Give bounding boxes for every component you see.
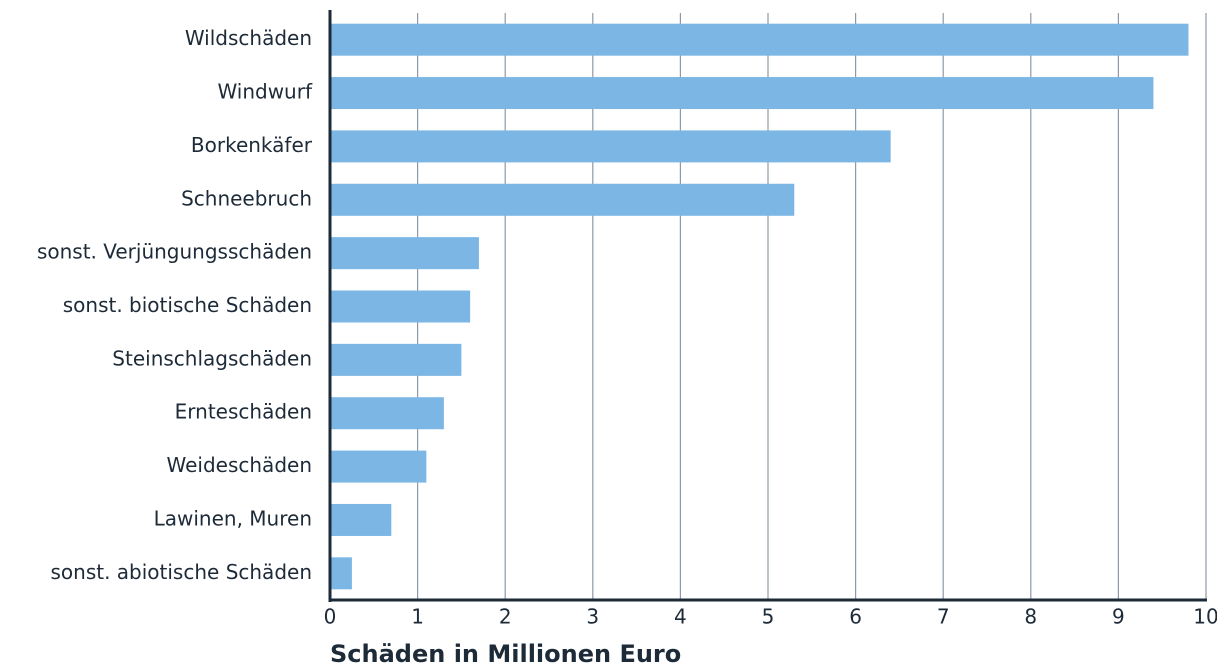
y-tick-label: Ernteschäden — [175, 400, 312, 424]
x-tick-label: 10 — [1193, 605, 1217, 629]
y-tick-label: Steinschlagschäden — [112, 346, 312, 370]
y-tick-label: Schneebruch — [181, 186, 312, 210]
y-tick-label: Wildschäden — [185, 26, 312, 50]
bar — [330, 557, 352, 590]
x-tick-label: 0 — [324, 605, 337, 629]
x-tick-label: 8 — [1024, 605, 1037, 629]
y-tick-label: Windwurf — [217, 80, 313, 104]
x-axis-label: Schäden in Millionen Euro — [330, 640, 681, 668]
bar — [330, 450, 427, 483]
x-tick-label: 7 — [937, 605, 950, 629]
bar — [330, 23, 1189, 56]
bar — [330, 290, 471, 323]
y-tick-label: sonst. abiotische Schäden — [50, 560, 312, 584]
x-tick-label: 1 — [411, 605, 424, 629]
x-tick-label: 2 — [499, 605, 512, 629]
y-tick-label: Weideschäden — [167, 453, 313, 477]
bar — [330, 130, 891, 163]
x-tick-label: 3 — [586, 605, 599, 629]
bar — [330, 503, 392, 536]
x-tick-label: 5 — [762, 605, 775, 629]
x-tick-label: 4 — [674, 605, 687, 629]
bar — [330, 77, 1154, 110]
y-tick-label: Borkenkäfer — [191, 133, 313, 157]
x-tick-label: 9 — [1112, 605, 1125, 629]
bar — [330, 343, 462, 376]
bar — [330, 397, 444, 430]
y-tick-label: sonst. Verjüngungsschäden — [37, 240, 312, 264]
x-tick-label: 6 — [849, 605, 862, 629]
y-tick-label: Lawinen, Muren — [154, 506, 312, 530]
y-tick-label: sonst. biotische Schäden — [63, 293, 312, 317]
bar — [330, 183, 795, 216]
bar — [330, 237, 479, 270]
